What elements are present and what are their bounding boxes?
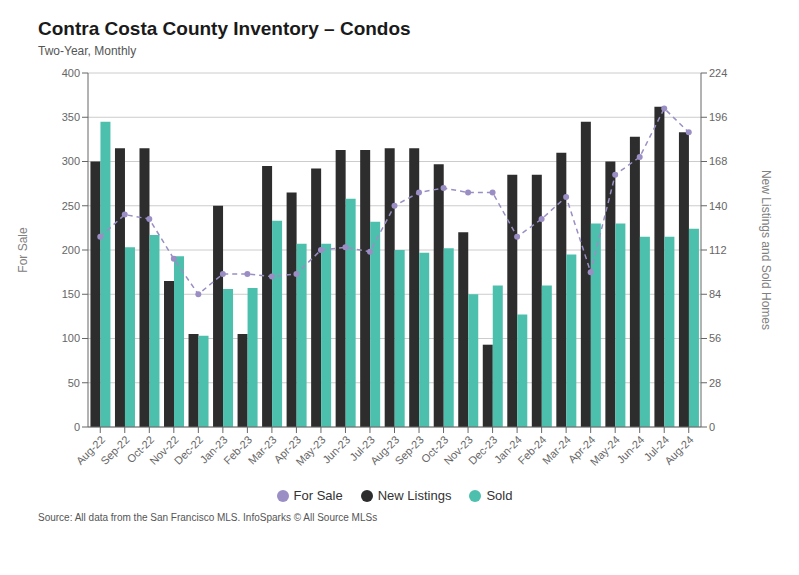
svg-text:Nov-22: Nov-22 xyxy=(147,433,181,467)
svg-text:Aug-22: Aug-22 xyxy=(73,433,108,467)
svg-text:Oct-22: Oct-22 xyxy=(124,433,157,466)
svg-text:0: 0 xyxy=(74,421,80,433)
svg-text:400: 400 xyxy=(62,67,80,79)
svg-text:Aug-24: Aug-24 xyxy=(662,433,696,467)
svg-text:Nov-23: Nov-23 xyxy=(441,433,475,467)
svg-text:For Sale: For Sale xyxy=(16,227,30,273)
svg-text:Jun-24: Jun-24 xyxy=(614,433,646,465)
svg-text:Jul-23: Jul-23 xyxy=(347,433,377,464)
html-text:For Sale: For Sale xyxy=(293,488,343,503)
svg-text:200: 200 xyxy=(62,244,80,256)
svg-text:Apr-24: Apr-24 xyxy=(565,433,598,466)
svg-text:Sep-22: Sep-22 xyxy=(98,433,132,467)
svg-text:84: 84 xyxy=(709,288,721,300)
svg-text:150: 150 xyxy=(62,288,80,300)
svg-text:Mar-23: Mar-23 xyxy=(246,433,279,466)
svg-text:56: 56 xyxy=(709,332,721,344)
svg-text:28: 28 xyxy=(709,377,721,389)
svg-text:300: 300 xyxy=(62,155,80,167)
html-text:Contra Costa County Inventory: Contra Costa County Inventory – Condos xyxy=(38,18,411,39)
svg-text:112: 112 xyxy=(709,244,727,256)
svg-text:168: 168 xyxy=(709,155,727,167)
svg-text:Feb-23: Feb-23 xyxy=(221,433,255,467)
html-text:New Listings: New Listings xyxy=(377,488,452,503)
svg-text:Apr-23: Apr-23 xyxy=(271,433,304,466)
svg-text:Jun-23: Jun-23 xyxy=(320,433,352,465)
svg-text:May-24: May-24 xyxy=(588,433,622,467)
svg-text:May-23: May-23 xyxy=(293,433,327,467)
svg-text:Jul-24: Jul-24 xyxy=(641,433,672,464)
svg-text:Dec-23: Dec-23 xyxy=(466,433,500,467)
svg-text:196: 196 xyxy=(709,111,727,123)
svg-text:New Listings and Sold Homes: New Listings and Sold Homes xyxy=(759,170,773,330)
svg-text:350: 350 xyxy=(62,111,80,123)
html-text:Sold: Sold xyxy=(486,488,513,503)
svg-text:100: 100 xyxy=(62,332,80,344)
svg-text:Dec-22: Dec-22 xyxy=(172,433,206,467)
svg-text:Jan-23: Jan-23 xyxy=(197,433,230,466)
svg-text:250: 250 xyxy=(62,200,80,212)
svg-text:Feb-24: Feb-24 xyxy=(515,433,549,467)
html-text:Two-Year, Monthly: Two-Year, Monthly xyxy=(38,44,137,58)
svg-text:50: 50 xyxy=(68,377,80,389)
svg-text:Oct-23: Oct-23 xyxy=(418,433,451,466)
svg-text:Aug-23: Aug-23 xyxy=(367,433,402,467)
svg-text:Jan-24: Jan-24 xyxy=(491,433,524,466)
svg-text:Sep-23: Sep-23 xyxy=(392,433,426,467)
svg-text:224: 224 xyxy=(709,67,727,79)
svg-text:Mar-24: Mar-24 xyxy=(540,433,573,466)
svg-text:140: 140 xyxy=(709,200,727,212)
html-text:Source: All data from the San: Source: All data from the San Francisco … xyxy=(38,512,378,523)
svg-text:0: 0 xyxy=(709,421,715,433)
